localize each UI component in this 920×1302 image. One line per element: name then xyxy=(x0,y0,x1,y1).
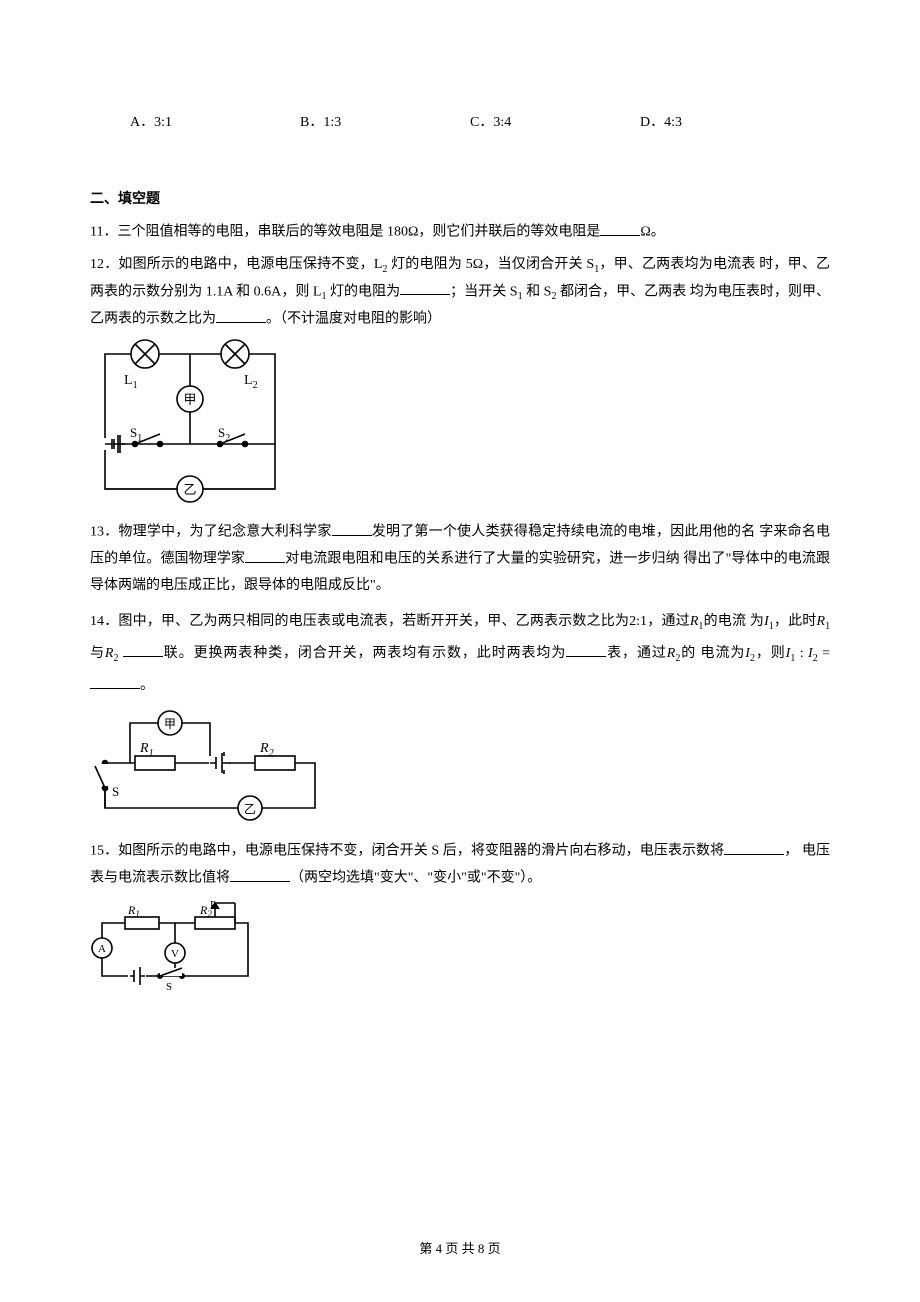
blank xyxy=(724,838,784,854)
sub: 1 xyxy=(825,621,830,632)
t: 12．如图所示的电路中，电源电压保持不变，L xyxy=(90,257,382,272)
mc-options: A．3:1 B．1:3 C．3:4 D．4:3 xyxy=(130,110,830,137)
sub: 1 xyxy=(790,653,795,664)
t: ，则 xyxy=(755,646,786,661)
blank xyxy=(123,641,163,657)
blank xyxy=(245,546,285,562)
blank xyxy=(400,279,450,295)
t: ；当开关 S xyxy=(450,284,517,299)
page: A．3:1 B．1:3 C．3:4 D．4:3 二、填空题 11．三个阻值相等的… xyxy=(0,0,920,1302)
blank xyxy=(600,219,640,235)
t: 第 xyxy=(419,1241,435,1256)
t: 灯的电阻为 5Ω，当仅闭合开关 S xyxy=(387,257,594,272)
R1b: R xyxy=(817,614,826,629)
q11-text: 11．三个阻值相等的电阻，串联后的等效电阻是 180Ω，则它们并联后的等效电阻是 xyxy=(90,225,600,240)
q14: 14．图中，甲、乙为两只相同的电压表或电流表，若断开开关，甲、乙两表示数之比为2… xyxy=(90,606,830,703)
q15: 15．如图所示的电路中，电源电压保持不变，闭合开关 S 后，将变阻器的滑片向右移… xyxy=(90,838,830,892)
t: 表，通过 xyxy=(606,646,667,661)
t: 页 xyxy=(484,1241,500,1256)
q15-diagram: A V R1 R2 P S xyxy=(90,898,830,993)
svg-text:A: A xyxy=(98,943,106,955)
section-title: 二、填空题 xyxy=(90,187,830,214)
t: 的 xyxy=(680,646,696,661)
svg-text:P: P xyxy=(210,899,216,911)
t: 为 xyxy=(750,614,764,629)
blank xyxy=(332,519,372,535)
t: ， xyxy=(784,844,798,859)
blank xyxy=(230,865,290,881)
t: ，此时 xyxy=(774,614,817,629)
option-d: D．4:3 xyxy=(640,110,810,137)
svg-text:R1: R1 xyxy=(127,903,140,919)
q11: 11．三个阻值相等的电阻，串联后的等效电阻是 180Ω，则它们并联后的等效电阻是… xyxy=(90,219,830,246)
sub: 2 xyxy=(813,653,818,664)
svg-text:甲: 甲 xyxy=(183,392,196,407)
page-footer: 第 4 页 共 8 页 xyxy=(0,1237,920,1262)
option-c: C．3:4 xyxy=(470,110,640,137)
option-b: B．1:3 xyxy=(300,110,470,137)
q13: 13．物理学中，为了纪念意大利科学家 发明了第一个使人类获得稳定持续电流的电堆，因… xyxy=(90,519,830,600)
q11-unit: Ω。 xyxy=(640,225,664,240)
q14-diagram: 甲 乙 R1 R2 S xyxy=(90,708,830,828)
q12: 12．如图所示的电路中，电源电压保持不变，L2 灯的电阻为 5Ω，当仅闭合开关 … xyxy=(90,252,830,333)
blank xyxy=(216,306,266,322)
t: 14．图中，甲、乙为两只相同的电压表或电流表，若断开开关，甲、乙两表示数之比为 xyxy=(90,614,629,629)
t: 的电流 xyxy=(703,614,746,629)
option-a: A．3:1 xyxy=(130,110,300,137)
t: 灯的电阻为 xyxy=(326,284,400,299)
t: 和 S xyxy=(523,284,552,299)
ratio: 2:1 xyxy=(629,614,647,629)
svg-text:乙: 乙 xyxy=(183,482,196,497)
t: 发明了第一个使人类获得稳定持续电流的电堆，因此用他的名 xyxy=(372,525,756,540)
t: 。（不计温度对电阻的影响） xyxy=(266,312,441,327)
t: 与 xyxy=(90,646,105,661)
t: 页 共 xyxy=(442,1241,478,1256)
t: （两空均选填"变大"、"变小"或"不变"）。 xyxy=(290,871,541,886)
q12-diagram: L1 L2 甲 乙 S1 S2 xyxy=(90,339,830,509)
svg-text:甲: 甲 xyxy=(164,717,176,731)
svg-text:L2: L2 xyxy=(244,373,258,391)
blank xyxy=(90,673,140,689)
t: 13．物理学中，为了纪念意大利科学家 xyxy=(90,525,332,540)
t: 都闭合，甲、乙两表 xyxy=(556,284,686,299)
svg-text:乙: 乙 xyxy=(244,802,256,816)
sub: 2 xyxy=(113,653,118,664)
svg-text:S: S xyxy=(112,784,119,799)
t: 对电流跟电阻和电压的关系进行了大量的实验研究，进一步归纳 xyxy=(285,552,680,567)
t: 联。更换两表种类，闭合开关，两表均有示数，此时两表均为 xyxy=(163,646,566,661)
svg-text:L1: L1 xyxy=(124,373,138,391)
blank xyxy=(566,641,606,657)
svg-text:V: V xyxy=(171,948,179,960)
t: 15．如图所示的电路中，电源电压保持不变，闭合开关 S 后，将变阻器的滑片向右移… xyxy=(90,844,724,859)
t: 电流为 xyxy=(701,646,746,661)
t: ，甲、乙两表均为电流表 xyxy=(599,257,755,272)
t: 。 xyxy=(140,678,154,693)
t: ，通过 xyxy=(647,614,690,629)
svg-text:S: S xyxy=(166,981,172,993)
